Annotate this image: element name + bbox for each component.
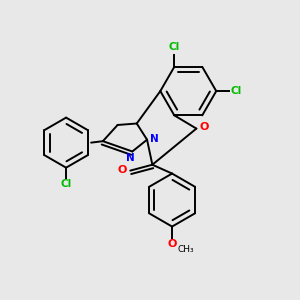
Text: Cl: Cl [61, 179, 72, 189]
Text: Cl: Cl [169, 42, 180, 52]
Text: Cl: Cl [230, 86, 241, 96]
Text: N: N [150, 134, 159, 144]
Text: O: O [167, 239, 177, 249]
Text: CH₃: CH₃ [177, 245, 194, 254]
Text: O: O [200, 122, 209, 132]
Text: N: N [127, 153, 135, 163]
Text: O: O [117, 165, 127, 175]
